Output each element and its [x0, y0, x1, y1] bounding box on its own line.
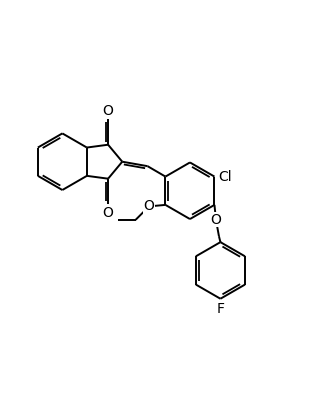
Text: F: F [216, 302, 224, 316]
Text: O: O [211, 213, 221, 227]
Text: O: O [103, 104, 114, 118]
Text: O: O [103, 206, 114, 220]
Text: O: O [143, 199, 154, 213]
Text: Cl: Cl [218, 170, 231, 183]
